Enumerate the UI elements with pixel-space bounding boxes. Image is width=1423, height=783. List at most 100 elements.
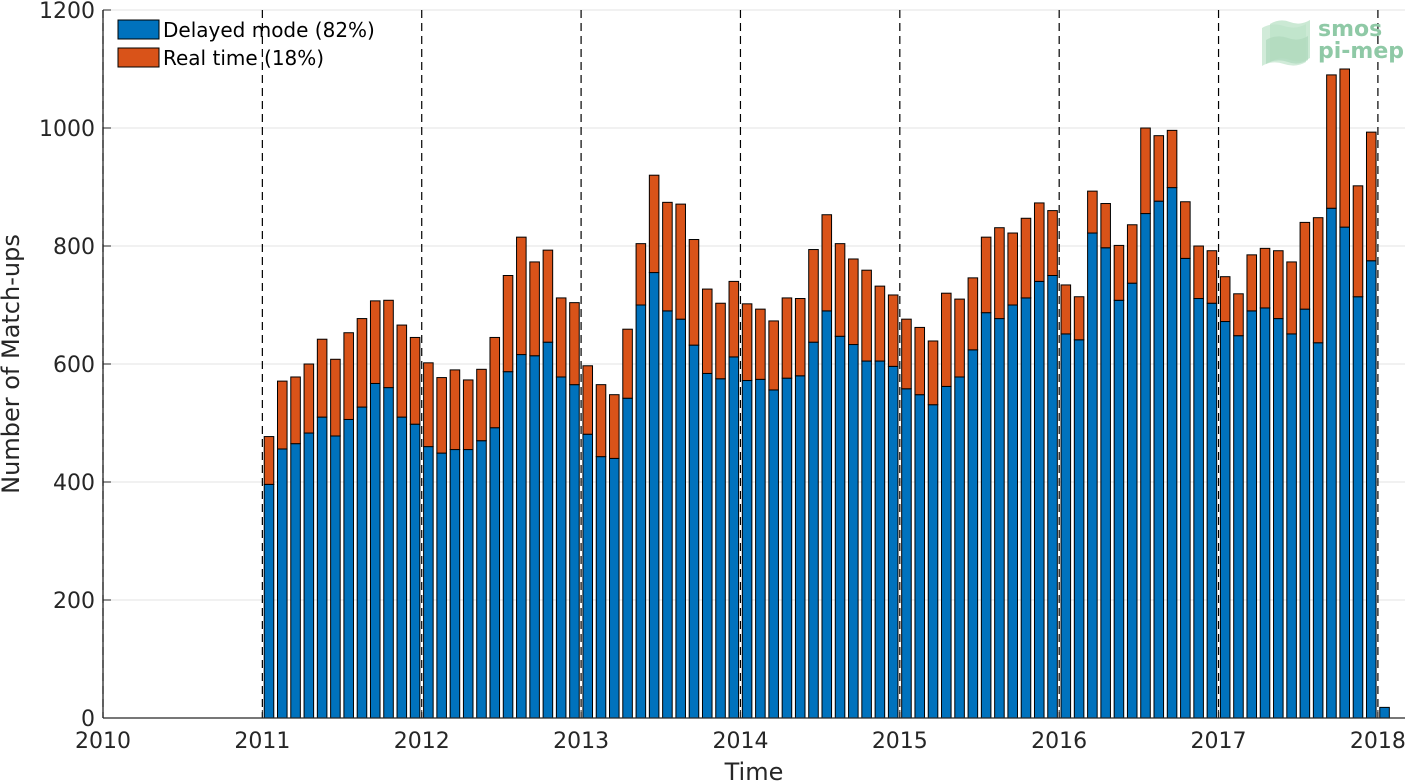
bar-real-time [622, 328, 633, 399]
bar-delayed-mode [1140, 213, 1151, 719]
bar-real-time [794, 298, 806, 377]
bar-delayed-mode [476, 440, 487, 719]
bar-delayed-mode [436, 452, 447, 719]
bar-delayed-mode [330, 435, 341, 719]
bar-real-time [781, 297, 793, 379]
bar-delayed-mode [874, 360, 886, 719]
bar-delayed-mode [303, 432, 315, 719]
bar-real-time [1113, 244, 1125, 301]
bar-real-time [954, 298, 965, 378]
bar-real-time [1073, 296, 1085, 341]
bar-real-time [927, 340, 939, 406]
bar-real-time [874, 285, 886, 362]
bar-real-time [369, 300, 381, 384]
bar-real-time [994, 227, 1005, 320]
bar-delayed-mode [489, 427, 501, 719]
bar-real-time [1033, 202, 1045, 282]
bar-real-time [1100, 203, 1111, 249]
bar-real-time [569, 302, 580, 386]
bar-real-time [436, 377, 447, 454]
legend-swatch-realtime [117, 47, 160, 68]
bar-real-time [914, 326, 926, 396]
bar-real-time [1299, 221, 1311, 310]
bar-real-time [423, 362, 434, 448]
bar-delayed-mode [794, 375, 806, 719]
legend-label-delayed: Delayed mode (82%) [163, 18, 375, 42]
bar-real-time [901, 318, 912, 390]
bar-delayed-mode [834, 335, 846, 719]
bar-real-time [1352, 185, 1364, 298]
bar-real-time [728, 280, 740, 358]
bar-delayed-mode [1365, 260, 1377, 719]
bar-delayed-mode [994, 318, 1005, 719]
bar-delayed-mode [316, 416, 328, 719]
bar-delayed-mode [967, 349, 979, 719]
bar-delayed-mode [741, 380, 753, 719]
bar-delayed-mode [502, 371, 514, 719]
bar-delayed-mode [1259, 307, 1271, 719]
bar-real-time [1180, 201, 1191, 259]
bar-real-time [1047, 210, 1058, 277]
bar-delayed-mode [396, 416, 408, 719]
bar-delayed-mode [263, 483, 275, 719]
bar-delayed-mode [701, 372, 713, 719]
bar-delayed-mode [755, 378, 766, 719]
bar-real-time [741, 303, 753, 382]
bar-real-time [516, 236, 527, 356]
bar-delayed-mode [1352, 296, 1364, 719]
bar-real-time [662, 201, 673, 312]
bar-delayed-mode [901, 388, 912, 719]
bar-delayed-mode [529, 355, 540, 719]
bar-real-time [848, 258, 859, 346]
bar-real-time [1087, 190, 1098, 234]
bar-real-time [1286, 261, 1297, 335]
bar-real-time [343, 332, 354, 420]
bar-real-time [755, 308, 766, 380]
bar-delayed-mode [449, 449, 461, 719]
bar-real-time [1233, 293, 1244, 337]
x-tick-label: 2010 [75, 729, 131, 754]
bar-delayed-mode [808, 341, 819, 719]
bar-real-time [768, 320, 779, 391]
legend: Delayed mode (82%) Real time (18%) [117, 18, 375, 70]
bar-delayed-mode [1113, 299, 1125, 719]
bar-real-time [701, 288, 713, 374]
logo-layers-icon [1262, 20, 1310, 66]
x-tick-label: 2016 [1031, 729, 1087, 754]
bar-delayed-mode [1153, 200, 1165, 719]
logo-text-smos: smos [1318, 17, 1382, 42]
bar-delayed-mode [1326, 207, 1337, 719]
y-tick-label: 0 [81, 707, 95, 732]
bar-real-time [263, 436, 275, 485]
bar-real-time [489, 336, 501, 429]
x-tick-label: 2018 [1350, 729, 1406, 754]
y-axis-ticks: 0 200 400 600 800 1000 1200 [39, 0, 111, 732]
bar-real-time [808, 249, 819, 343]
bar-real-time [409, 336, 421, 425]
y-tick-label: 1000 [39, 117, 95, 142]
bar-real-time [821, 214, 833, 312]
logo-text-pimep: pi-mep [1318, 39, 1404, 64]
x-tick-label: 2012 [394, 729, 450, 754]
bar-real-time [555, 297, 567, 378]
bar-real-time [887, 294, 899, 367]
bar-delayed-mode [1379, 706, 1390, 719]
bar-real-time [356, 318, 368, 408]
bar-delayed-mode [1166, 187, 1178, 719]
bar-delayed-mode [1233, 335, 1244, 719]
bar-delayed-mode [1286, 333, 1297, 719]
bar-real-time [1193, 245, 1204, 300]
bar-delayed-mode [516, 354, 527, 719]
bar-delayed-mode [1312, 342, 1324, 719]
bar-delayed-mode [675, 318, 686, 719]
bar-real-time [715, 302, 726, 380]
bar-delayed-mode [980, 312, 992, 719]
bar-delayed-mode [635, 304, 647, 719]
bar-real-time [1166, 129, 1178, 189]
bar-delayed-mode [1180, 257, 1191, 719]
bar-real-time [303, 363, 315, 434]
bar-delayed-mode [887, 365, 899, 719]
bar-real-time [542, 249, 554, 343]
bar-delayed-mode [768, 389, 779, 719]
